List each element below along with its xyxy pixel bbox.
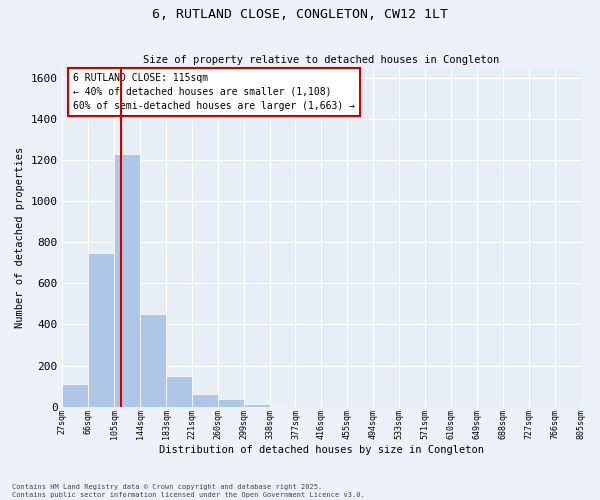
Bar — [191, 394, 218, 406]
Bar — [140, 314, 166, 406]
Bar — [62, 384, 88, 406]
X-axis label: Distribution of detached houses by size in Congleton: Distribution of detached houses by size … — [159, 445, 484, 455]
Bar — [115, 154, 140, 406]
Title: Size of property relative to detached houses in Congleton: Size of property relative to detached ho… — [143, 56, 500, 66]
Bar — [88, 252, 115, 406]
Text: Contains HM Land Registry data © Crown copyright and database right 2025.
Contai: Contains HM Land Registry data © Crown c… — [12, 484, 365, 498]
Text: 6 RUTLAND CLOSE: 115sqm
← 40% of detached houses are smaller (1,108)
60% of semi: 6 RUTLAND CLOSE: 115sqm ← 40% of detache… — [73, 73, 355, 111]
Bar — [244, 404, 269, 406]
Bar — [166, 376, 192, 406]
Text: 6, RUTLAND CLOSE, CONGLETON, CW12 1LT: 6, RUTLAND CLOSE, CONGLETON, CW12 1LT — [152, 8, 448, 20]
Bar — [218, 400, 244, 406]
Y-axis label: Number of detached properties: Number of detached properties — [15, 146, 25, 328]
